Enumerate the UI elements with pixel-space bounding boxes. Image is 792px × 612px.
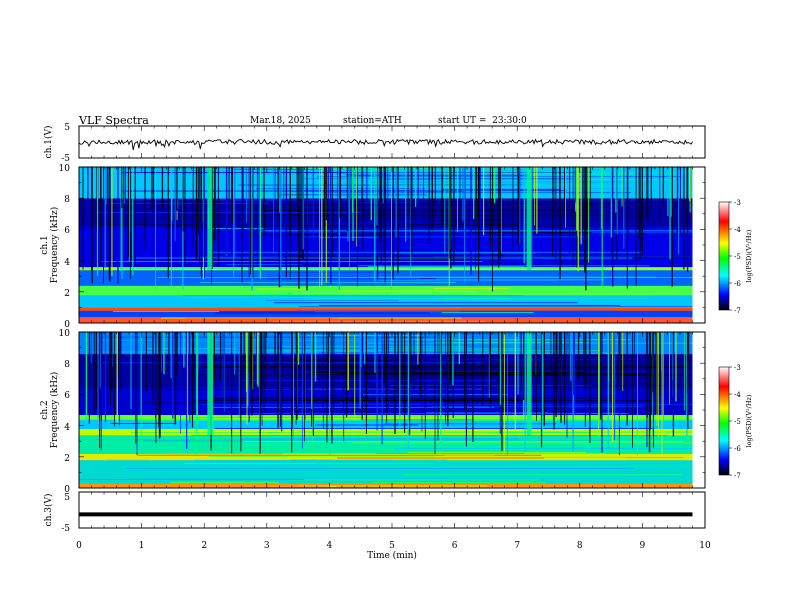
ch1-timeseries-panel: 5 -5 ch.1(V)	[43, 123, 706, 164]
spectrogram-band-1-4	[79, 285, 693, 296]
ch3-timeseries-panel: 5 -5 ch.3(V)	[43, 491, 706, 534]
spectrogram-band-2-6	[79, 414, 693, 420]
ch1-ytick-6: 6	[64, 226, 70, 236]
ch2-ytick-6: 6	[64, 391, 70, 401]
ch2-colorbar-label: log(PSD)(V²/Hz)	[745, 394, 753, 447]
time-tick-0: 0	[76, 541, 82, 551]
spectrogram-band-2-1	[79, 459, 693, 484]
ch1-ytick-10: 10	[59, 164, 71, 174]
ch1-timeseries-line	[78, 138, 693, 151]
ch1-ytick-top: 5	[64, 123, 70, 133]
ch1-colorbar-label: log(PSD)(V²/Hz)	[745, 229, 753, 282]
figure-title: VLF Spectra	[78, 114, 149, 127]
axis-tick-marks	[78, 126, 706, 528]
station-label: station=ATH	[343, 116, 402, 126]
spectrogram-band-1-7	[79, 226, 693, 268]
ch3-voltage-axis-label: ch.3(V)	[43, 494, 54, 527]
ch3-ytick-top: 5	[64, 493, 70, 503]
spectrogram-band-2-3	[79, 434, 693, 454]
ch2-ytick-2: 2	[64, 454, 70, 464]
time-tick-5: 5	[389, 541, 395, 551]
ch1-colorbar-tick-minus5: -5	[734, 253, 741, 261]
ch2-colorbar-tick-minus3: -3	[734, 364, 741, 372]
time-axis-label: Time (min)	[367, 550, 417, 561]
ch1-colorbar-tick-minus7: -7	[734, 307, 741, 315]
ch2-colorbar-tick-minus7: -7	[734, 472, 741, 480]
time-tick-1: 1	[139, 541, 145, 551]
spectrogram-band-1-0	[79, 316, 693, 323]
ch1-ytick-8: 8	[64, 195, 70, 205]
time-tick-2: 2	[201, 541, 207, 551]
ch1-spectrogram-panel: 10 8 6 4 2 0 ch.1 Frequency (kHz)	[40, 164, 706, 330]
ch2-channel-label: ch.2	[40, 400, 50, 419]
spectrogram-band-1-2	[79, 307, 693, 311]
ch1-colorbar: -3 -4 -5 -6 -7 log(PSD)(V²/Hz)	[718, 199, 753, 315]
time-tick-9: 9	[640, 541, 646, 551]
ch2-colorbar-tick-minus4: -4	[734, 391, 741, 399]
spectrogram-emission-streak	[526, 167, 532, 270]
ch2-ytick-8: 8	[64, 360, 70, 370]
ch1-colorbar-scale	[718, 201, 730, 311]
spectrogram-emission-streak	[207, 167, 213, 270]
spectrogram-emission-streak	[526, 332, 532, 435]
time-tick-3: 3	[264, 541, 270, 551]
ch1-frequency-axis-label: Frequency (kHz)	[49, 207, 60, 284]
ch1-colorbar-tick-minus6: -6	[734, 280, 741, 288]
ch2-spectrogram-panel: 10 8 6 4 2 0 ch.2 Frequency (kHz)	[40, 329, 706, 495]
time-tick-7: 7	[514, 541, 520, 551]
spectrogram-band-1-1	[79, 310, 693, 318]
spectrogram-band-1-5	[79, 269, 693, 286]
time-tick-8: 8	[577, 541, 583, 551]
time-axis: 0 1 2 3 4 5 6 7 8 9 10 Time (min)	[76, 541, 711, 561]
ch1-ytick-4: 4	[64, 258, 70, 268]
ch2-ytick-0: 0	[64, 485, 70, 495]
ch2-colorbar-tick-minus5: -5	[734, 418, 741, 426]
spectrogram-emission-streak	[207, 332, 213, 435]
ch2-ytick-10: 10	[59, 329, 71, 339]
ch1-channel-label: ch.1	[40, 235, 50, 254]
time-tick-4: 4	[327, 541, 333, 551]
ch1-colorbar-tick-minus4: -4	[734, 226, 741, 234]
ch2-ytick-4: 4	[64, 423, 70, 433]
ch2-colorbar-tick-minus6: -6	[734, 445, 741, 453]
time-tick-6: 6	[452, 541, 458, 551]
start-time-label: start UT = 23:30:0	[438, 116, 527, 126]
ch1-spectrogram-image	[79, 167, 705, 323]
ch2-colorbar: -3 -4 -5 -6 -7 log(PSD)(V²/Hz)	[718, 364, 753, 480]
ch1-ytick-0: 0	[64, 320, 70, 330]
date-label: Mar.18, 2025	[250, 116, 311, 126]
ch1-ytick-bottom: -5	[61, 154, 70, 164]
ch2-frequency-axis-label: Frequency (kHz)	[49, 372, 60, 449]
ch1-ytick-2: 2	[64, 289, 70, 299]
ch2-colorbar-scale	[718, 366, 730, 476]
ch1-colorbar-tick-minus3: -3	[734, 199, 741, 207]
ch3-ytick-bottom: -5	[61, 524, 70, 534]
ch1-voltage-axis-label: ch.1(V)	[43, 126, 54, 159]
ch3-timeseries-frame	[78, 491, 706, 529]
time-tick-10: 10	[699, 541, 711, 551]
ch2-spectrogram-image	[79, 332, 705, 488]
